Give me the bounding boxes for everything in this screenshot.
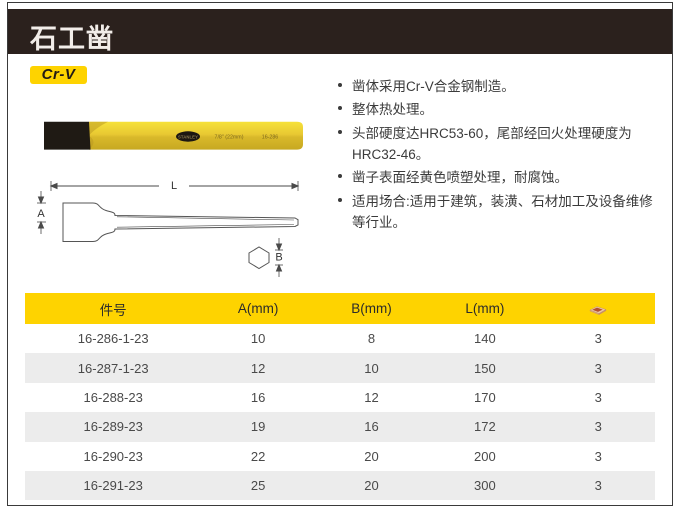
svg-text:16-286: 16-286 xyxy=(262,134,279,140)
svg-text:7/8" (22mm): 7/8" (22mm) xyxy=(215,134,244,140)
svg-text:L: L xyxy=(171,180,177,192)
svg-text:STANLEY: STANLEY xyxy=(178,135,198,140)
svg-text:A: A xyxy=(37,208,45,220)
svg-text:B: B xyxy=(275,252,282,264)
